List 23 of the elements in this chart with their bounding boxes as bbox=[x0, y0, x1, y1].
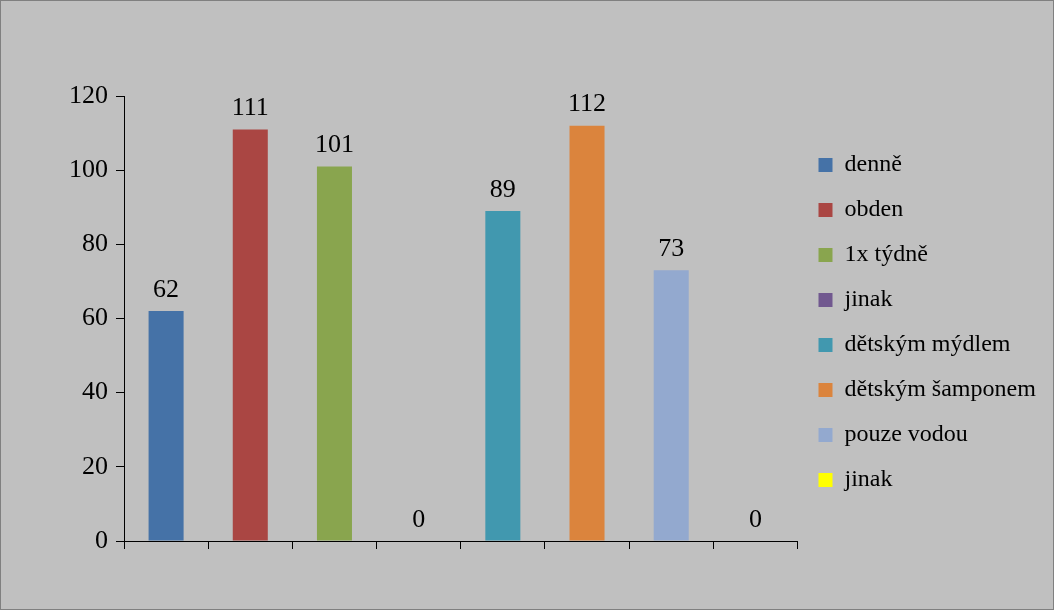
data-label: 73 bbox=[658, 233, 685, 263]
y-tick-label: 100 bbox=[69, 153, 108, 183]
legend-label: denně bbox=[844, 150, 902, 177]
legend-label: pouze vodou bbox=[844, 420, 968, 447]
legend-label: dětským mýdlem bbox=[844, 330, 1011, 357]
legend-label: dětským šamponem bbox=[844, 375, 1037, 402]
y-tick-label: 120 bbox=[69, 79, 108, 109]
data-label: 112 bbox=[568, 88, 607, 118]
data-label: 89 bbox=[489, 173, 516, 203]
legend-label: jinak bbox=[843, 285, 893, 312]
data-label: 62 bbox=[153, 273, 180, 303]
data-label: 0 bbox=[412, 503, 426, 533]
data-label: 0 bbox=[748, 503, 762, 533]
legend-label: 1x týdně bbox=[844, 240, 928, 267]
y-tick-label: 0 bbox=[95, 524, 108, 554]
y-tick-label: 40 bbox=[82, 376, 108, 406]
y-tick-label: 60 bbox=[82, 302, 108, 332]
y-tick-label: 20 bbox=[82, 450, 108, 480]
y-tick-label: 80 bbox=[82, 228, 108, 258]
legend-label: jinak bbox=[843, 465, 893, 492]
data-label: 101 bbox=[314, 129, 354, 159]
legend-label: obden bbox=[844, 195, 904, 222]
data-label: 111 bbox=[231, 92, 269, 122]
